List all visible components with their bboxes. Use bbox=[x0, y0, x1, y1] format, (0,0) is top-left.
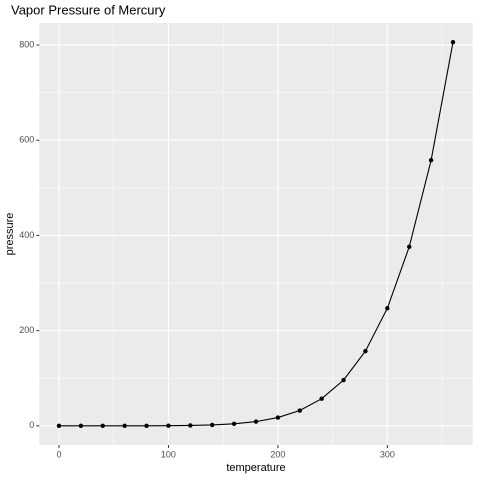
x-tick-label: 100 bbox=[161, 449, 176, 459]
point bbox=[428, 158, 434, 163]
point bbox=[144, 423, 149, 428]
y-tick-label: 0 bbox=[29, 420, 34, 430]
y-tick-label: 400 bbox=[19, 230, 34, 240]
point bbox=[210, 422, 215, 428]
point bbox=[100, 423, 105, 429]
y-tick-label: 600 bbox=[19, 135, 34, 145]
point bbox=[319, 396, 324, 401]
point bbox=[188, 423, 193, 428]
point bbox=[297, 408, 302, 413]
point bbox=[363, 348, 368, 354]
y-axis-label: pressure bbox=[4, 213, 16, 256]
point bbox=[231, 421, 237, 427]
point bbox=[341, 377, 346, 383]
x-tick-label: 0 bbox=[56, 449, 61, 459]
point bbox=[122, 423, 127, 429]
point bbox=[78, 423, 84, 429]
panel bbox=[39, 23, 473, 445]
point bbox=[275, 415, 281, 420]
point bbox=[166, 423, 171, 428]
point bbox=[385, 306, 390, 311]
y-tick-label: 800 bbox=[19, 39, 34, 49]
x-tick-label: 200 bbox=[270, 449, 285, 459]
point bbox=[407, 244, 412, 250]
y-tick-label: 200 bbox=[19, 325, 34, 335]
x-axis-label: temperature bbox=[226, 462, 285, 474]
x-tick-label: 300 bbox=[380, 449, 395, 459]
point bbox=[56, 423, 62, 429]
point bbox=[253, 419, 259, 424]
point bbox=[450, 39, 456, 45]
chart-title: Vapor Pressure of Mercury bbox=[11, 2, 166, 17]
